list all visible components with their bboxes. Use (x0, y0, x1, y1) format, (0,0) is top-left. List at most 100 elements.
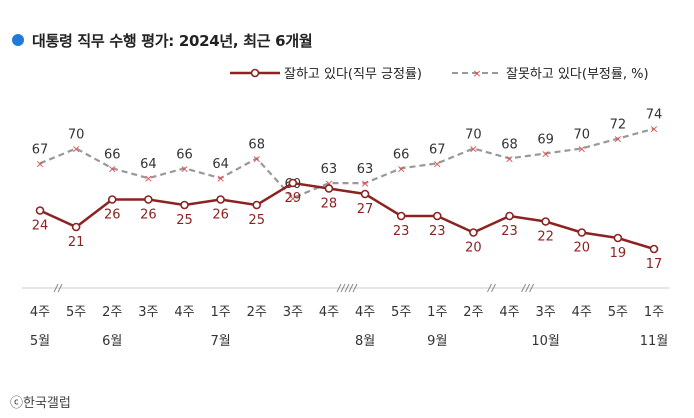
negative-point-marker-icon: × (577, 143, 586, 156)
negative-data-label: 66 (176, 147, 193, 162)
negative-data-label: 70 (573, 128, 590, 143)
negative-data-label: 64 (140, 157, 157, 172)
positive-data-label: 25 (176, 213, 193, 228)
positive-point-marker (288, 178, 298, 188)
negative-data-label: 63 (321, 162, 338, 177)
positive-point-marker (432, 211, 442, 221)
axis-break-slash (336, 283, 342, 293)
x-month-tick-label: 10월 (531, 334, 560, 349)
positive-data-label: 23 (429, 224, 446, 239)
axis-break-slash (340, 283, 346, 293)
negative-point-marker-icon: × (252, 152, 261, 165)
negative-point-marker-icon: × (397, 162, 406, 175)
positive-point-marker (396, 211, 406, 221)
x-week-tick-label: 4주 (572, 305, 592, 320)
positive-data-label: 22 (537, 230, 554, 245)
x-week-tick-label: 1주 (644, 305, 664, 320)
negative-point-marker-icon: × (144, 172, 153, 185)
negative-point-marker-icon: × (541, 147, 550, 160)
negative-point-marker-icon: × (360, 177, 369, 190)
positive-point-marker (541, 217, 550, 226)
negative-point-marker-icon: × (288, 192, 297, 205)
negative-data-label: 70 (68, 128, 85, 143)
positive-point-marker (613, 233, 623, 243)
positive-point-marker (505, 211, 514, 221)
x-month-tick-label: 9월 (427, 334, 447, 349)
negative-point-marker-icon: × (469, 143, 478, 156)
positive-data-label: 27 (357, 202, 374, 217)
axis-break-marks (53, 283, 535, 293)
legend-negative-marker-icon: × (472, 67, 481, 80)
negative-data-label: 68 (501, 137, 518, 152)
negative-data-label: 68 (248, 137, 265, 152)
negative-data-label: 69 (537, 132, 554, 147)
x-week-tick-label: 2주 (463, 305, 483, 320)
series-line-positive (39, 181, 655, 251)
positive-point-marker (324, 184, 334, 193)
positive-data-label: 26 (104, 208, 121, 223)
x-week-tick-label: 1주 (210, 305, 230, 320)
positive-data-label: 23 (501, 224, 518, 239)
x-week-tick-label: 2주 (102, 305, 122, 320)
axis-break-slash (491, 283, 496, 293)
positive-point-marker (144, 195, 153, 204)
positive-data-label: 29 (285, 191, 302, 206)
negative-point-marker-icon: × (433, 157, 442, 170)
x-week-tick-label: 4주 (499, 305, 519, 320)
x-month-tick-label: 5월 (30, 334, 50, 349)
x-week-tick-label: 3주 (536, 305, 556, 320)
negative-data-label: 67 (429, 142, 446, 157)
negative-point-marker-icon: × (613, 133, 622, 146)
legend-positive-marker-icon (250, 68, 260, 78)
negative-point-marker-icon: × (108, 162, 117, 175)
positive-data-label: 23 (393, 224, 410, 239)
x-week-tick-label: 2주 (247, 305, 267, 320)
negative-point-marker-icon: × (216, 172, 225, 185)
x-week-tick-label: 5주 (608, 305, 628, 320)
positive-point-marker (216, 195, 225, 204)
negative-data-label: 66 (104, 147, 121, 162)
positive-data-label: 17 (646, 257, 663, 272)
positive-data-label: 25 (248, 213, 265, 228)
positive-data-label: 21 (68, 235, 85, 250)
axis-break-slash (529, 283, 535, 293)
positive-data-label: 24 (32, 219, 49, 234)
x-week-tick-label: 5주 (66, 305, 86, 320)
chart-title: 대통령 직무 수행 평가: 2024년, 최근 6개월 (32, 31, 313, 50)
axis-break-slash (348, 283, 354, 293)
x-week-tick-label: 3주 (283, 305, 303, 320)
positive-data-label: 19 (610, 246, 627, 261)
x-week-tick-label: 4주 (319, 305, 339, 320)
negative-point-marker-icon: × (180, 162, 189, 175)
positive-point-marker (577, 228, 587, 237)
axis-break-slash (487, 283, 492, 293)
axis-break-slash (53, 283, 59, 293)
negative-point-marker-icon: × (505, 152, 514, 165)
series-line-negative (39, 127, 655, 200)
x-month-tick-label: 8월 (355, 334, 375, 349)
negative-point-marker-icon: × (324, 177, 333, 190)
positive-point-marker (107, 195, 117, 204)
negative-data-label: 64 (212, 157, 229, 172)
positive-point-marker (360, 189, 370, 199)
positive-data-label: 20 (465, 241, 482, 256)
axis-break-slash (352, 283, 358, 293)
negative-data-label: 70 (465, 128, 482, 143)
chart-legend: 잘하고 있다(직무 긍정률) × 잘못하고 있다(부정률, %) (230, 67, 649, 82)
legend-positive-label: 잘하고 있다(직무 긍정률) (284, 67, 422, 82)
positive-point-marker (649, 244, 659, 254)
x-month-tick-label: 11월 (640, 334, 669, 349)
negative-data-label: 63 (357, 162, 374, 177)
positive-point-marker (35, 206, 45, 215)
negative-data-label: 74 (646, 108, 663, 123)
negative-data-label: 67 (32, 142, 49, 157)
negative-point-marker-icon: × (35, 157, 44, 170)
series-layer: ×67×70×66×64×66×64×68×60×63×63×66×67×70×… (32, 108, 663, 272)
positive-data-label: 26 (140, 208, 157, 223)
positive-point-marker (180, 200, 189, 210)
x-week-tick-label: 4주 (174, 305, 194, 320)
positive-point-marker (469, 228, 478, 237)
x-axis-labels: 4주 5월 5주 2주 6월 3주 4주 1주 7월 2주 3주 4주 4주 8월 5주 1주 9월 2주 4주 3주… (30, 305, 668, 349)
x-week-tick-label: 4주 (355, 305, 375, 320)
